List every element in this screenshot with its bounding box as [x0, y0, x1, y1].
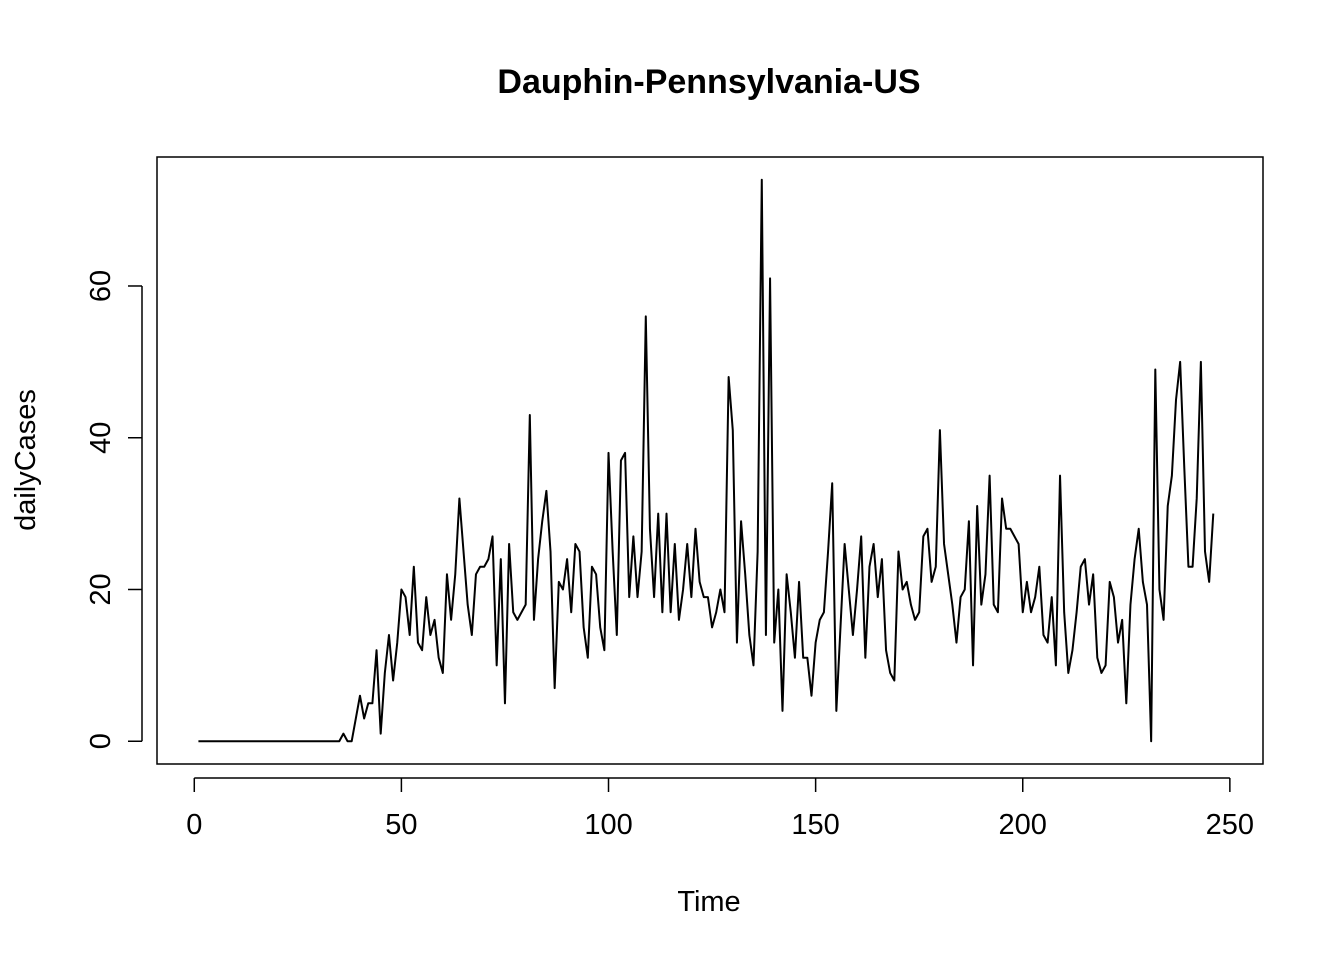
x-tick-label: 250	[1206, 809, 1254, 841]
x-tick-label: 100	[584, 809, 632, 841]
x-tick-label: 150	[791, 809, 839, 841]
y-tick-label: 0	[85, 733, 117, 749]
x-axis: 0 50 100 150 200 250	[186, 777, 1254, 841]
y-tick-label: 40	[85, 422, 117, 454]
series-line	[198, 178, 1215, 743]
y-axis: 0 20 40 60	[85, 270, 143, 749]
y-tick-label: 20	[85, 573, 117, 605]
x-tick-label: 50	[385, 809, 417, 841]
series-layer	[198, 178, 1215, 743]
x-tick-label: 0	[186, 809, 202, 841]
x-axis-label: Time	[677, 886, 740, 918]
y-axis-label: dailyCases	[10, 389, 42, 531]
plot-frame	[156, 156, 1264, 765]
y-tick-label: 60	[85, 270, 117, 302]
chart-title: Dauphin-Pennsylvania-US	[497, 63, 920, 101]
x-tick-label: 200	[999, 809, 1047, 841]
